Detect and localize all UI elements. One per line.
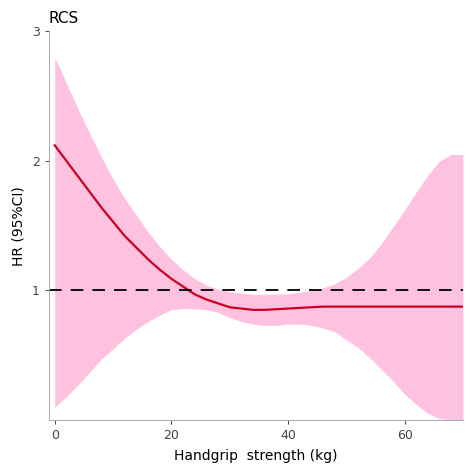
Text: RCS: RCS (49, 11, 79, 26)
Y-axis label: HR (95%CI): HR (95%CI) (11, 186, 25, 265)
X-axis label: Handgrip  strength (kg): Handgrip strength (kg) (174, 449, 337, 463)
